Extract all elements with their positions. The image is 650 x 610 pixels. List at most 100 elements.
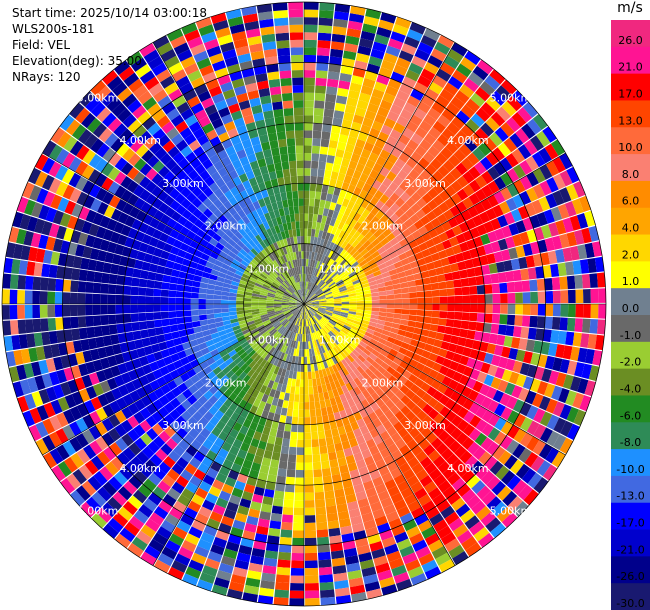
range-gate [189,475,203,488]
range-gate [300,311,303,319]
range-gate [117,333,127,344]
range-gate [157,552,174,567]
range-gate [205,299,214,304]
range-gate [374,407,384,418]
range-gate [328,320,336,327]
range-gate [430,158,443,171]
range-gate [311,305,319,308]
range-gate [242,392,252,403]
range-gate [189,339,199,348]
range-gate [319,222,326,232]
range-gate [356,365,365,375]
range-gate [334,277,342,284]
range-gate [222,49,237,60]
range-gate [193,450,206,463]
range-gate [268,288,277,294]
range-gate [57,197,70,213]
range-gate [180,108,194,121]
range-gate [294,333,298,341]
range-gate [269,286,278,292]
range-gate [200,531,215,544]
range-gate [253,540,267,551]
range-gate [93,326,103,338]
range-gate [268,263,276,271]
range-gate [113,375,125,387]
range-gate [526,436,540,452]
range-gate [163,455,176,469]
range-gate [274,25,289,34]
range-gate [293,515,304,523]
range-gate [274,225,281,234]
range-gate [413,163,425,175]
range-gate [201,456,214,468]
range-gate [423,255,434,264]
range-gate [359,362,369,372]
range-gate [493,344,504,357]
range-gate [383,160,394,171]
range-gate [95,407,108,422]
colorbar-tick-label: -13.0 [616,490,644,503]
range-gate [251,301,259,304]
range-gate [316,62,329,72]
range-gate [596,272,606,288]
range-gate [261,102,273,112]
range-gate [485,117,500,132]
range-gate [518,338,528,351]
range-gate [406,474,420,487]
range-gate [355,196,365,206]
range-gate [317,310,325,316]
range-gate [165,158,178,171]
range-gate [262,268,271,276]
range-gate [325,240,332,249]
range-gate [258,308,267,312]
range-gate [321,263,327,272]
range-gate [555,220,567,235]
range-gate [443,82,459,96]
range-gate [106,377,118,390]
range-gate [324,490,335,500]
range-gate [251,271,260,278]
range-gate [496,506,513,523]
range-gate [317,245,323,254]
range-gate [257,594,274,605]
range-gate [469,312,478,322]
range-gate [287,314,294,321]
range-gate [330,542,343,552]
range-gate [461,250,472,261]
range-gate [444,326,454,335]
range-gate [334,442,344,452]
range-gate [409,260,419,269]
range-gate [310,333,314,341]
range-gate [220,515,235,527]
range-gate [332,313,340,318]
range-gate [150,255,161,265]
range-gate [450,193,462,205]
range-gate [218,361,228,371]
range-gate [311,259,316,268]
range-gate [587,257,597,273]
range-gate [370,314,379,320]
range-gate [156,42,173,56]
range-gate [357,392,366,402]
range-gate [531,393,544,408]
range-gate [228,152,239,163]
range-gate [90,396,103,411]
range-gate [269,520,282,530]
range-gate [360,279,369,286]
range-gate [184,533,200,546]
range-gate [345,167,355,177]
range-gate [345,234,353,243]
range-gate [468,428,482,442]
range-gate [280,344,286,353]
range-gate [435,442,449,455]
range-gate [326,512,339,522]
range-gate [5,351,16,367]
range-gate [304,107,314,116]
range-gate [361,380,371,390]
range-gate [395,455,407,468]
range-gate [352,67,366,78]
range-gate [269,404,277,414]
range-gate [200,223,210,233]
range-gate [265,255,273,263]
range-gate [323,274,330,282]
